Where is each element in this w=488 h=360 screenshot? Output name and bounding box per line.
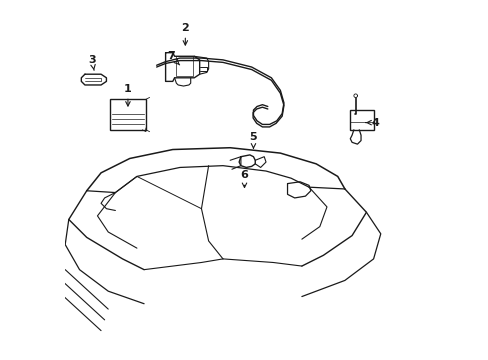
Text: 1: 1 [124,84,132,106]
Bar [349,110,373,130]
Text: 6: 6 [240,170,248,188]
Text: 4: 4 [365,118,379,128]
Bar [110,99,145,130]
Text: 3: 3 [88,55,96,70]
Text: 2: 2 [181,23,189,45]
Text: 7: 7 [167,51,179,65]
Text: 5: 5 [249,132,257,148]
